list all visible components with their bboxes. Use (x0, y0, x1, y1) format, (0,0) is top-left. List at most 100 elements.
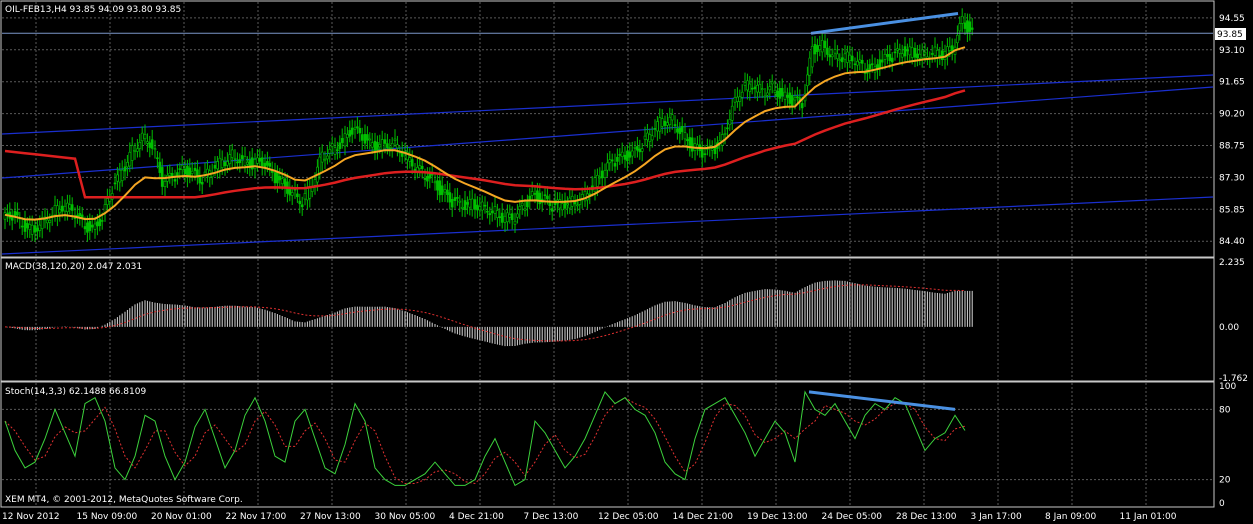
candle-body (816, 45, 819, 52)
candle-body (633, 147, 637, 149)
candle-body (378, 144, 382, 148)
candle-body (536, 190, 539, 201)
candle-body (343, 133, 347, 147)
candle-body (260, 157, 264, 167)
candle-body (800, 103, 804, 109)
candle-body (453, 197, 457, 201)
current-price-badge-label: 93.85 (1217, 30, 1243, 40)
candle-body (838, 59, 842, 61)
candle-body (506, 212, 509, 223)
candle-body (783, 91, 787, 100)
candle-body (510, 213, 514, 221)
candle-body (328, 149, 332, 154)
candle-body (886, 54, 889, 57)
candle-body (878, 59, 882, 69)
candle-body (596, 175, 599, 187)
candle-body (830, 54, 834, 58)
candle-body (10, 214, 14, 221)
candle-body (258, 157, 262, 162)
candle-body (30, 224, 34, 235)
x-tick-label: 11 Jan 01:00 (1120, 512, 1177, 522)
candle-body (128, 151, 132, 167)
candle-body (228, 154, 232, 164)
candle-body (473, 199, 477, 210)
candle-body (518, 206, 522, 210)
candle-body (616, 156, 619, 162)
candle-body (730, 105, 734, 121)
candle-body (160, 167, 164, 187)
candle-body (916, 53, 919, 59)
x-tick-label: 12 Dec 05:00 (598, 512, 659, 522)
candle-body (68, 204, 72, 209)
candle-body (386, 143, 389, 149)
y-tick-label: 0 (1219, 499, 1225, 509)
candle-body (520, 202, 524, 206)
candle-body (726, 127, 729, 130)
candle-body (60, 205, 64, 212)
candle-body (846, 51, 849, 63)
candle-body (660, 118, 664, 127)
candle-body (890, 57, 894, 63)
candle-body (640, 148, 644, 152)
candle-body (413, 168, 417, 171)
x-tick-label: 12 Nov 2012 (2, 512, 60, 522)
candle-body (488, 213, 492, 216)
candle-body (566, 203, 569, 206)
candle-body (298, 200, 302, 205)
candle-body (790, 95, 794, 106)
candle-body (243, 156, 247, 166)
candle-body (788, 92, 792, 104)
candle-body (898, 49, 902, 54)
x-tick-label: 27 Nov 13:00 (300, 512, 361, 522)
candle-body (306, 187, 309, 201)
y-tick-label: 2.235 (1219, 258, 1245, 268)
candle-body (910, 47, 914, 58)
candle-body (143, 134, 147, 140)
candle-body (350, 127, 354, 135)
candle-body (58, 208, 62, 214)
candle-body (288, 188, 292, 196)
candle-body (746, 80, 749, 91)
candle-body (70, 204, 74, 211)
price-panel-title: OIL-FEB13,H4 93.85 94.09 93.80 93.85 (5, 5, 181, 15)
candle-body (723, 133, 727, 135)
candle-body (416, 167, 419, 172)
candle-body (86, 222, 89, 233)
candle-body (380, 139, 384, 151)
candle-body (808, 57, 812, 76)
candle-body (558, 199, 562, 209)
candle-body (650, 135, 654, 141)
candle-body (200, 181, 204, 185)
candle-body (263, 162, 267, 168)
candle-body (950, 45, 954, 52)
candle-body (528, 195, 532, 201)
candle-body (376, 141, 379, 151)
candle-body (856, 61, 859, 66)
x-tick-label: 3 Jan 17:00 (971, 512, 1023, 522)
candle-body (38, 224, 42, 231)
candle-body (483, 204, 487, 207)
candle-body (760, 88, 764, 90)
candle-body (353, 127, 357, 130)
candle-body (748, 83, 752, 92)
candle-body (290, 192, 294, 196)
candle-body (410, 159, 414, 167)
candle-body (90, 224, 94, 228)
candle-body (763, 95, 767, 98)
candle-body (526, 201, 529, 208)
candle-body (450, 199, 454, 208)
candle-body (678, 127, 682, 135)
candle-body (933, 46, 937, 56)
candle-body (793, 97, 797, 101)
candle-body (638, 148, 642, 153)
candle-body (13, 210, 17, 217)
candle-body (83, 226, 87, 230)
candle-body (203, 171, 207, 175)
candle-body (666, 122, 669, 126)
candle-body (168, 172, 172, 176)
candle-body (236, 161, 239, 164)
candle-body (818, 45, 822, 50)
candle-body (940, 50, 944, 60)
x-tick-label: 14 Dec 21:00 (673, 512, 734, 522)
